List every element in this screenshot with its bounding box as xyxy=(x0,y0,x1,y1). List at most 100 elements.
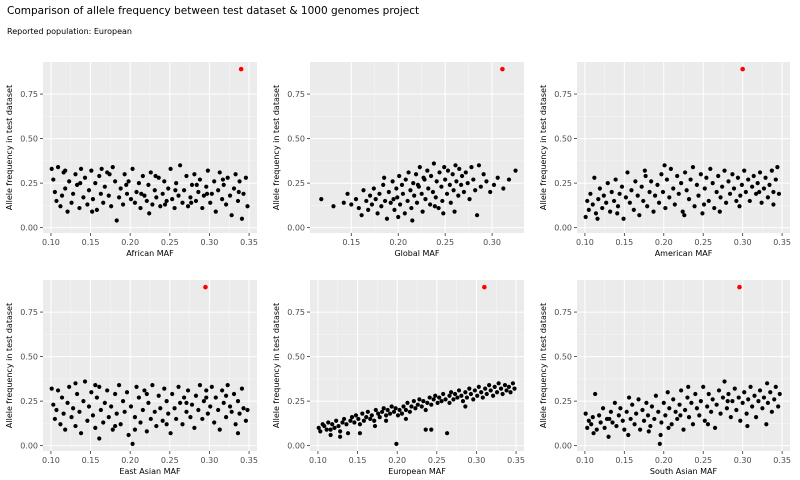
data-point xyxy=(444,191,450,196)
data-point xyxy=(328,427,333,432)
data-point xyxy=(59,193,65,198)
data-point xyxy=(189,200,194,205)
data-point xyxy=(755,181,760,186)
data-point xyxy=(353,197,359,202)
data-point xyxy=(506,177,512,182)
data-point xyxy=(753,415,759,420)
data-point xyxy=(411,181,416,186)
data-point xyxy=(451,188,456,193)
x-tick-label: 0.30 xyxy=(734,456,752,465)
data-point xyxy=(684,188,689,193)
highlight-point xyxy=(238,66,244,72)
data-point xyxy=(322,423,327,429)
data-point xyxy=(54,407,59,413)
data-point xyxy=(647,189,652,195)
data-point xyxy=(144,429,149,434)
data-point xyxy=(94,207,99,212)
data-point xyxy=(204,191,210,196)
data-point xyxy=(189,182,195,188)
data-point xyxy=(110,427,115,432)
data-point xyxy=(90,413,96,418)
data-point xyxy=(454,179,459,184)
data-point xyxy=(164,422,169,427)
data-point xyxy=(176,384,181,389)
x-tick-label: 0.25 xyxy=(436,238,454,247)
data-point xyxy=(126,432,131,438)
data-point xyxy=(471,397,476,402)
data-point xyxy=(216,188,221,193)
data-point xyxy=(476,384,481,389)
data-point xyxy=(94,395,99,400)
data-point xyxy=(656,409,661,414)
x-tick-label: 0.10 xyxy=(576,238,594,247)
data-point xyxy=(431,161,436,166)
data-point xyxy=(146,182,151,188)
data-point xyxy=(471,177,476,182)
data-point xyxy=(369,202,375,207)
data-point xyxy=(78,166,84,171)
data-point xyxy=(676,191,681,196)
data-point xyxy=(628,416,633,422)
data-point xyxy=(619,184,625,189)
data-point xyxy=(55,388,61,393)
data-point xyxy=(71,406,76,411)
data-point xyxy=(89,168,94,173)
data-point xyxy=(664,177,670,182)
data-point xyxy=(217,170,222,175)
data-point xyxy=(336,423,341,429)
x-axis-title: East Asian MAF xyxy=(119,467,181,476)
data-point xyxy=(376,411,381,416)
data-point xyxy=(184,409,189,414)
data-point xyxy=(368,416,373,422)
data-point xyxy=(383,413,389,418)
data-point xyxy=(728,415,733,420)
data-point xyxy=(237,179,242,184)
data-point xyxy=(241,191,246,196)
data-point xyxy=(463,390,468,395)
data-point xyxy=(405,400,410,406)
data-point xyxy=(626,432,631,438)
data-point xyxy=(701,384,706,389)
data-point xyxy=(67,384,72,389)
data-point xyxy=(124,182,129,188)
data-point xyxy=(365,409,370,414)
data-point xyxy=(764,422,769,427)
data-point xyxy=(498,386,504,391)
x-axis-title: Global MAF xyxy=(394,249,439,258)
data-point xyxy=(82,379,88,384)
y-tick-label: 0.50 xyxy=(287,135,305,144)
data-point xyxy=(596,413,602,418)
x-tick-label: 0.10 xyxy=(42,456,60,465)
data-point xyxy=(443,397,448,402)
data-point xyxy=(379,204,384,209)
data-point xyxy=(757,170,763,175)
data-point xyxy=(690,422,696,427)
data-point xyxy=(237,411,242,416)
panel-south-asian: 0.10 0.15 0.20 0.25 0.30 0.35 0.00 0.25 0.50 0.75… xyxy=(539,280,791,476)
data-point xyxy=(180,422,185,427)
data-point xyxy=(441,391,446,397)
data-point xyxy=(694,182,700,188)
data-point xyxy=(742,168,747,173)
data-point xyxy=(184,173,189,179)
data-point xyxy=(114,218,119,223)
data-point xyxy=(677,402,682,407)
x-axis-title: African MAF xyxy=(126,249,174,258)
data-point xyxy=(508,390,513,395)
data-point xyxy=(666,425,671,430)
data-point xyxy=(142,193,147,198)
data-point xyxy=(69,200,74,205)
x-axis-title: American MAF xyxy=(655,249,713,258)
data-point xyxy=(49,166,54,171)
data-point xyxy=(227,404,233,409)
y-tick-label: 0.00 xyxy=(554,442,572,451)
data-point xyxy=(768,390,773,395)
y-axis-title: Allele frequency in test dataset xyxy=(539,85,548,210)
y-tick-label: 0.25 xyxy=(554,179,572,188)
data-point xyxy=(590,202,595,207)
data-point xyxy=(473,188,478,193)
data-point xyxy=(586,207,591,212)
data-point xyxy=(208,404,213,409)
x-tick-label: 0.20 xyxy=(121,456,139,465)
data-point xyxy=(223,393,229,398)
